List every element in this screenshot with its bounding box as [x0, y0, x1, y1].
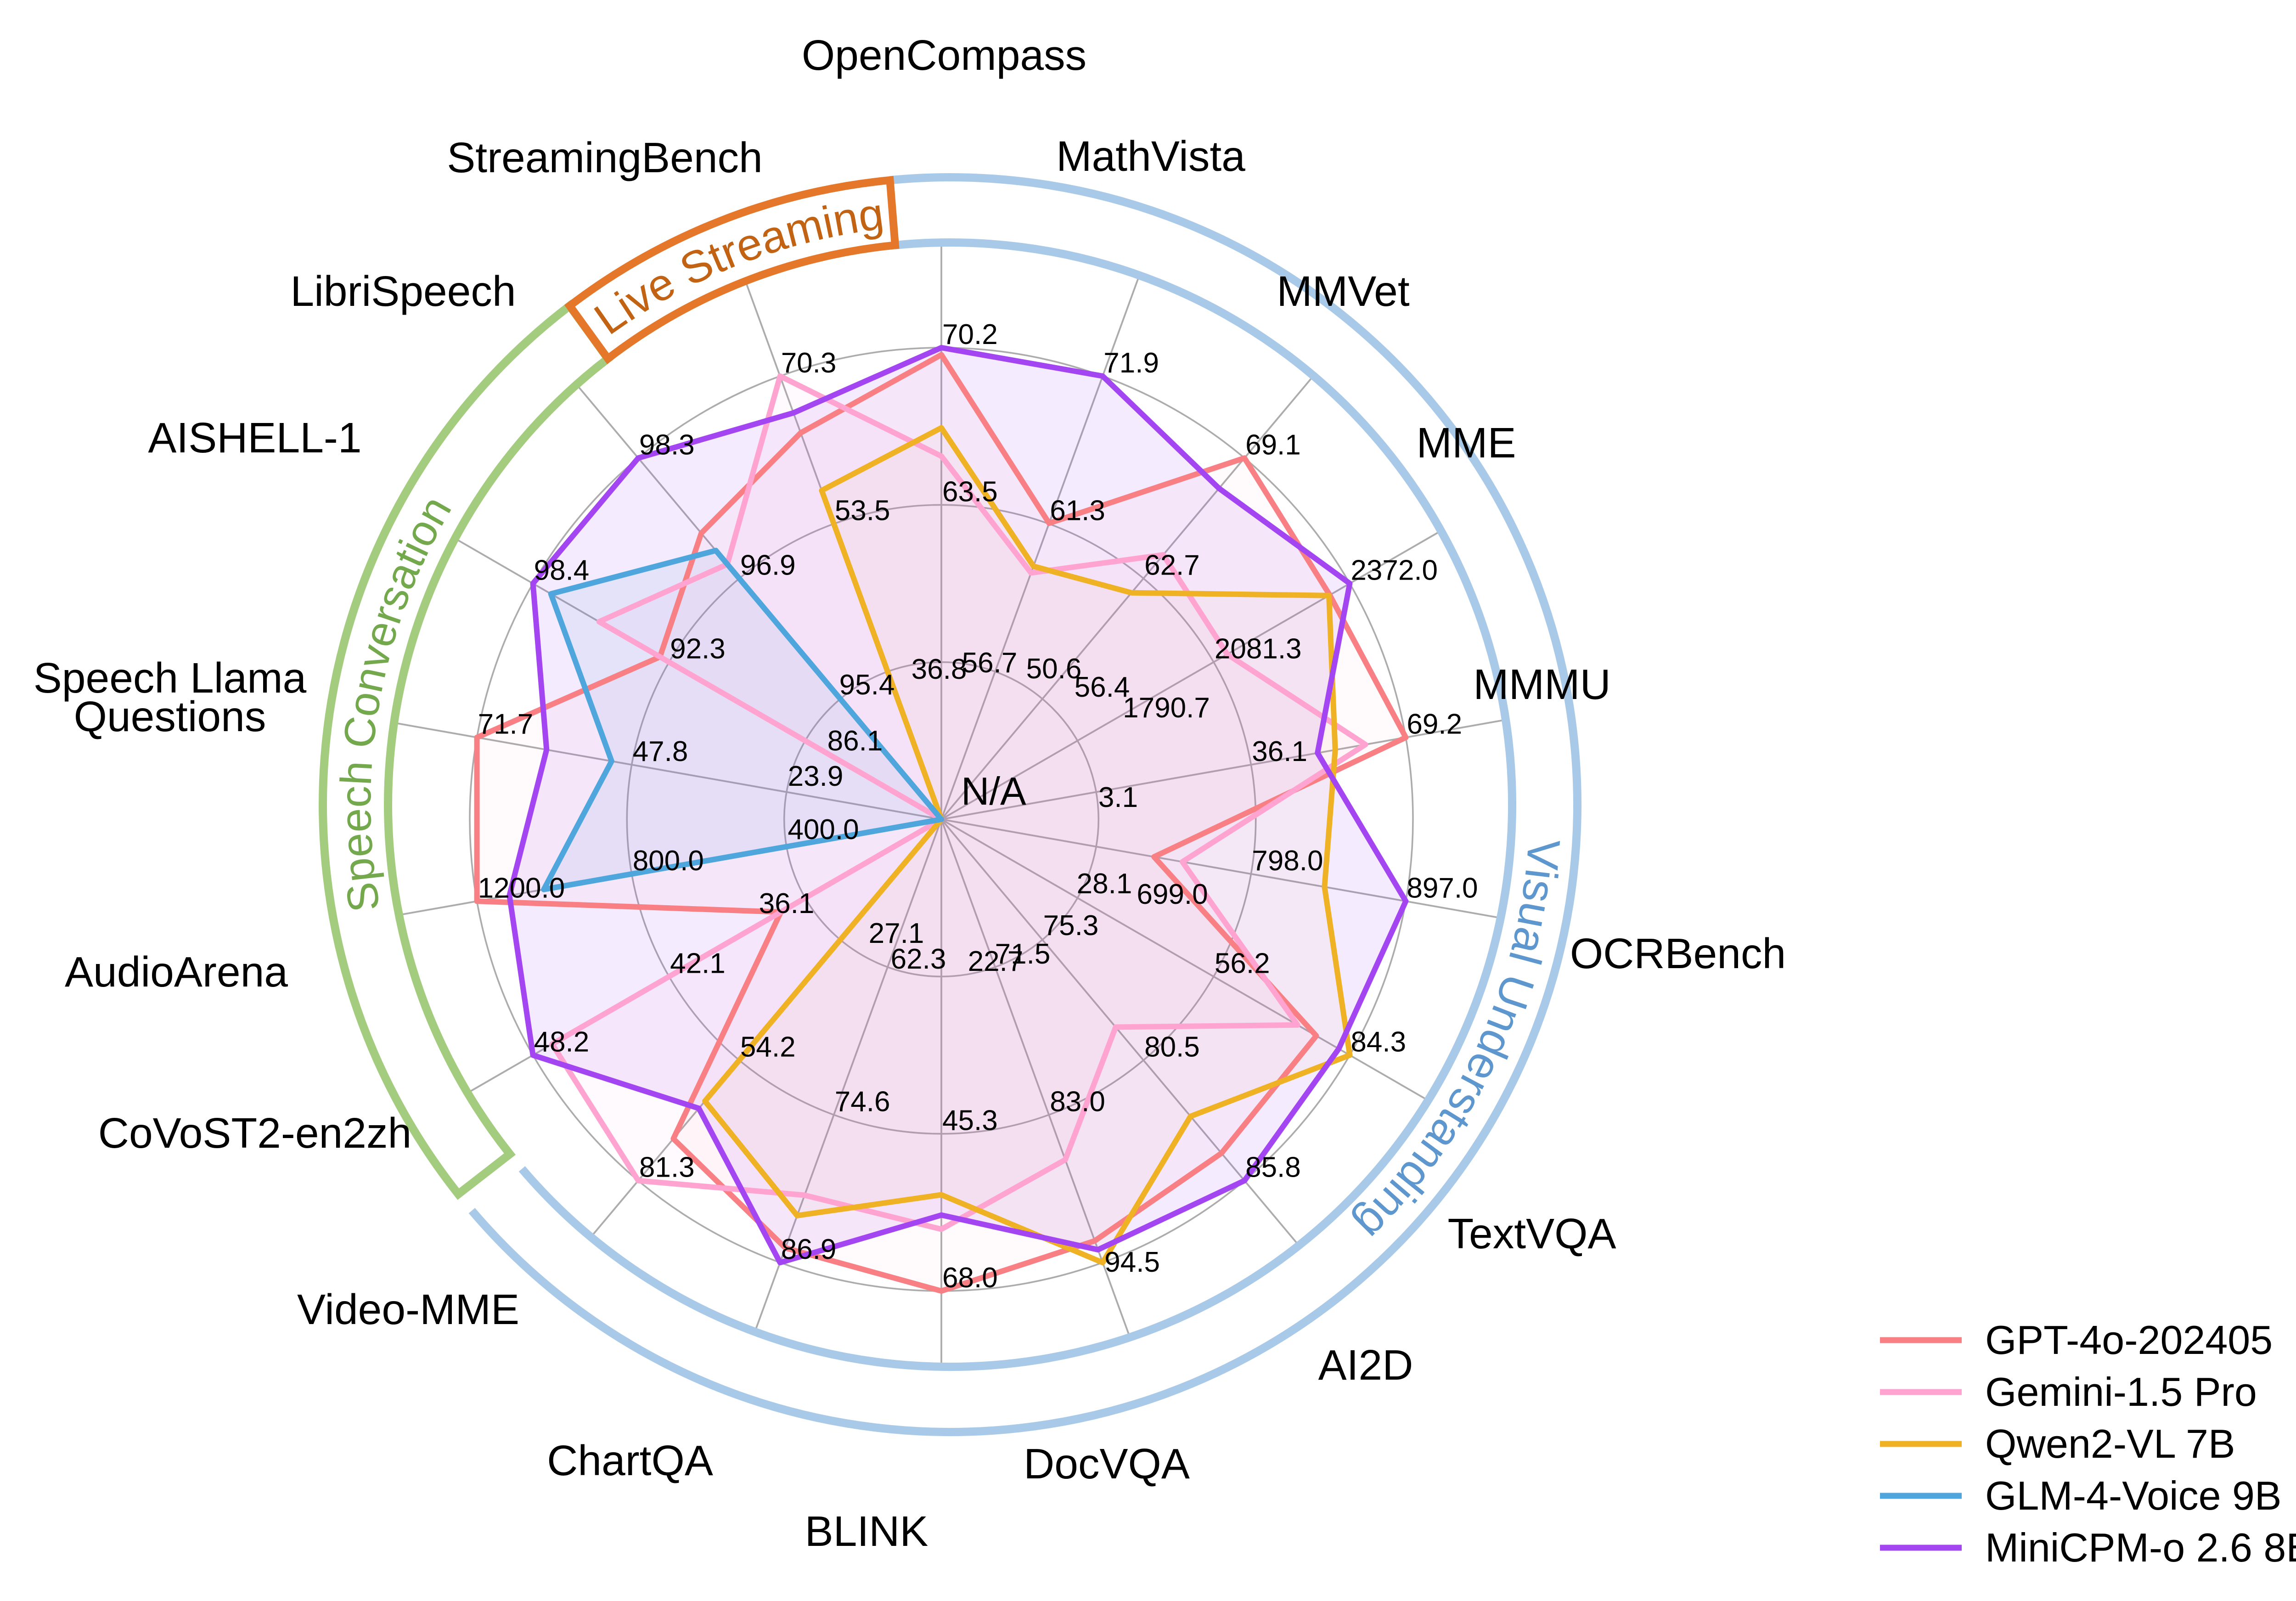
svg-text:45.3: 45.3 [942, 1105, 998, 1137]
svg-text:98.4: 98.4 [534, 555, 590, 586]
svg-text:86.1: 86.1 [827, 725, 883, 757]
svg-text:62.7: 62.7 [1144, 550, 1200, 581]
svg-text:56.7: 56.7 [962, 647, 1018, 679]
svg-text:N/A: N/A [961, 770, 1026, 813]
svg-text:AI2D: AI2D [1318, 1341, 1413, 1389]
svg-text:800.0: 800.0 [633, 845, 704, 877]
svg-text:798.0: 798.0 [1252, 845, 1323, 877]
svg-text:Video-MME: Video-MME [297, 1285, 519, 1333]
svg-text:CoVoST2-en2zh: CoVoST2-en2zh [98, 1109, 411, 1157]
svg-text:OCRBench: OCRBench [1570, 930, 1786, 977]
svg-text:70.3: 70.3 [781, 347, 837, 379]
svg-text:69.2: 69.2 [1407, 709, 1462, 740]
svg-text:897.0: 897.0 [1407, 872, 1478, 904]
svg-text:GPT-4o-202405: GPT-4o-202405 [1985, 1317, 2273, 1363]
svg-text:94.5: 94.5 [1104, 1246, 1160, 1278]
svg-text:3.1: 3.1 [1098, 782, 1138, 813]
svg-text:81.3: 81.3 [639, 1152, 695, 1184]
svg-text:47.8: 47.8 [633, 736, 688, 767]
svg-text:MMVet: MMVet [1277, 267, 1410, 315]
svg-text:85.8: 85.8 [1245, 1152, 1301, 1184]
svg-text:1790.7: 1790.7 [1123, 692, 1210, 724]
svg-text:56.2: 56.2 [1215, 947, 1270, 979]
svg-text:96.9: 96.9 [740, 550, 796, 581]
svg-text:BLINK: BLINK [805, 1507, 929, 1555]
svg-text:Gemini-1.5 Pro: Gemini-1.5 Pro [1985, 1369, 2257, 1415]
svg-text:63.5: 63.5 [942, 476, 998, 507]
svg-text:83.0: 83.0 [1050, 1086, 1105, 1117]
svg-text:699.0: 699.0 [1137, 879, 1208, 910]
svg-text:MME: MME [1417, 419, 1516, 467]
svg-text:AudioArena: AudioArena [65, 948, 288, 996]
svg-text:50.6: 50.6 [1026, 653, 1082, 685]
svg-text:28.1: 28.1 [1077, 868, 1132, 900]
svg-text:1200.0: 1200.0 [478, 872, 565, 904]
svg-text:Questions: Questions [74, 693, 266, 740]
svg-text:53.5: 53.5 [835, 495, 890, 527]
svg-text:98.3: 98.3 [639, 429, 695, 461]
svg-text:48.2: 48.2 [534, 1026, 590, 1058]
svg-text:OpenCompass: OpenCompass [802, 31, 1086, 79]
svg-text:MiniCPM-o 2.6 8B: MiniCPM-o 2.6 8B [1985, 1525, 2296, 1570]
svg-text:22.7: 22.7 [968, 946, 1024, 977]
svg-text:74.6: 74.6 [835, 1086, 890, 1117]
svg-text:70.2: 70.2 [942, 319, 998, 350]
svg-text:69.1: 69.1 [1245, 429, 1301, 461]
svg-text:54.2: 54.2 [740, 1032, 796, 1063]
svg-text:Speech Llama: Speech Llama [34, 654, 307, 702]
svg-text:StreamingBench: StreamingBench [447, 134, 763, 181]
svg-text:75.3: 75.3 [1043, 910, 1099, 941]
svg-text:AISHELL-1: AISHELL-1 [148, 414, 361, 462]
svg-text:MMMU: MMMU [1473, 660, 1611, 708]
svg-text:400.0: 400.0 [788, 814, 859, 846]
svg-text:95.4: 95.4 [839, 669, 895, 701]
svg-text:MathVista: MathVista [1056, 132, 1245, 180]
svg-text:71.9: 71.9 [1103, 347, 1159, 379]
svg-text:68.0: 68.0 [942, 1262, 998, 1294]
svg-text:23.9: 23.9 [788, 761, 844, 792]
svg-text:ChartQA: ChartQA [547, 1437, 713, 1484]
svg-text:2081.3: 2081.3 [1215, 633, 1302, 665]
svg-text:LibriSpeech: LibriSpeech [290, 267, 516, 315]
svg-text:84.3: 84.3 [1351, 1026, 1406, 1058]
svg-text:56.4: 56.4 [1075, 671, 1130, 703]
svg-text:71.7: 71.7 [478, 709, 534, 740]
svg-text:36.8: 36.8 [912, 654, 967, 685]
svg-text:DocVQA: DocVQA [1024, 1440, 1190, 1488]
svg-text:GLM-4-Voice 9B: GLM-4-Voice 9B [1985, 1473, 2282, 1518]
svg-text:Qwen2-VL 7B: Qwen2-VL 7B [1985, 1421, 2235, 1466]
svg-text:36.1: 36.1 [759, 888, 815, 919]
svg-text:80.5: 80.5 [1144, 1032, 1200, 1063]
svg-text:71.5: 71.5 [995, 938, 1051, 970]
svg-text:TextVQA: TextVQA [1448, 1210, 1616, 1257]
svg-text:86.9: 86.9 [781, 1234, 837, 1265]
svg-text:27.1: 27.1 [869, 918, 924, 949]
svg-text:92.3: 92.3 [670, 633, 726, 665]
svg-text:42.1: 42.1 [670, 947, 726, 979]
svg-text:62.3: 62.3 [891, 943, 946, 975]
svg-text:61.3: 61.3 [1050, 495, 1105, 527]
svg-text:2372.0: 2372.0 [1351, 555, 1438, 586]
svg-text:36.1: 36.1 [1252, 736, 1307, 767]
